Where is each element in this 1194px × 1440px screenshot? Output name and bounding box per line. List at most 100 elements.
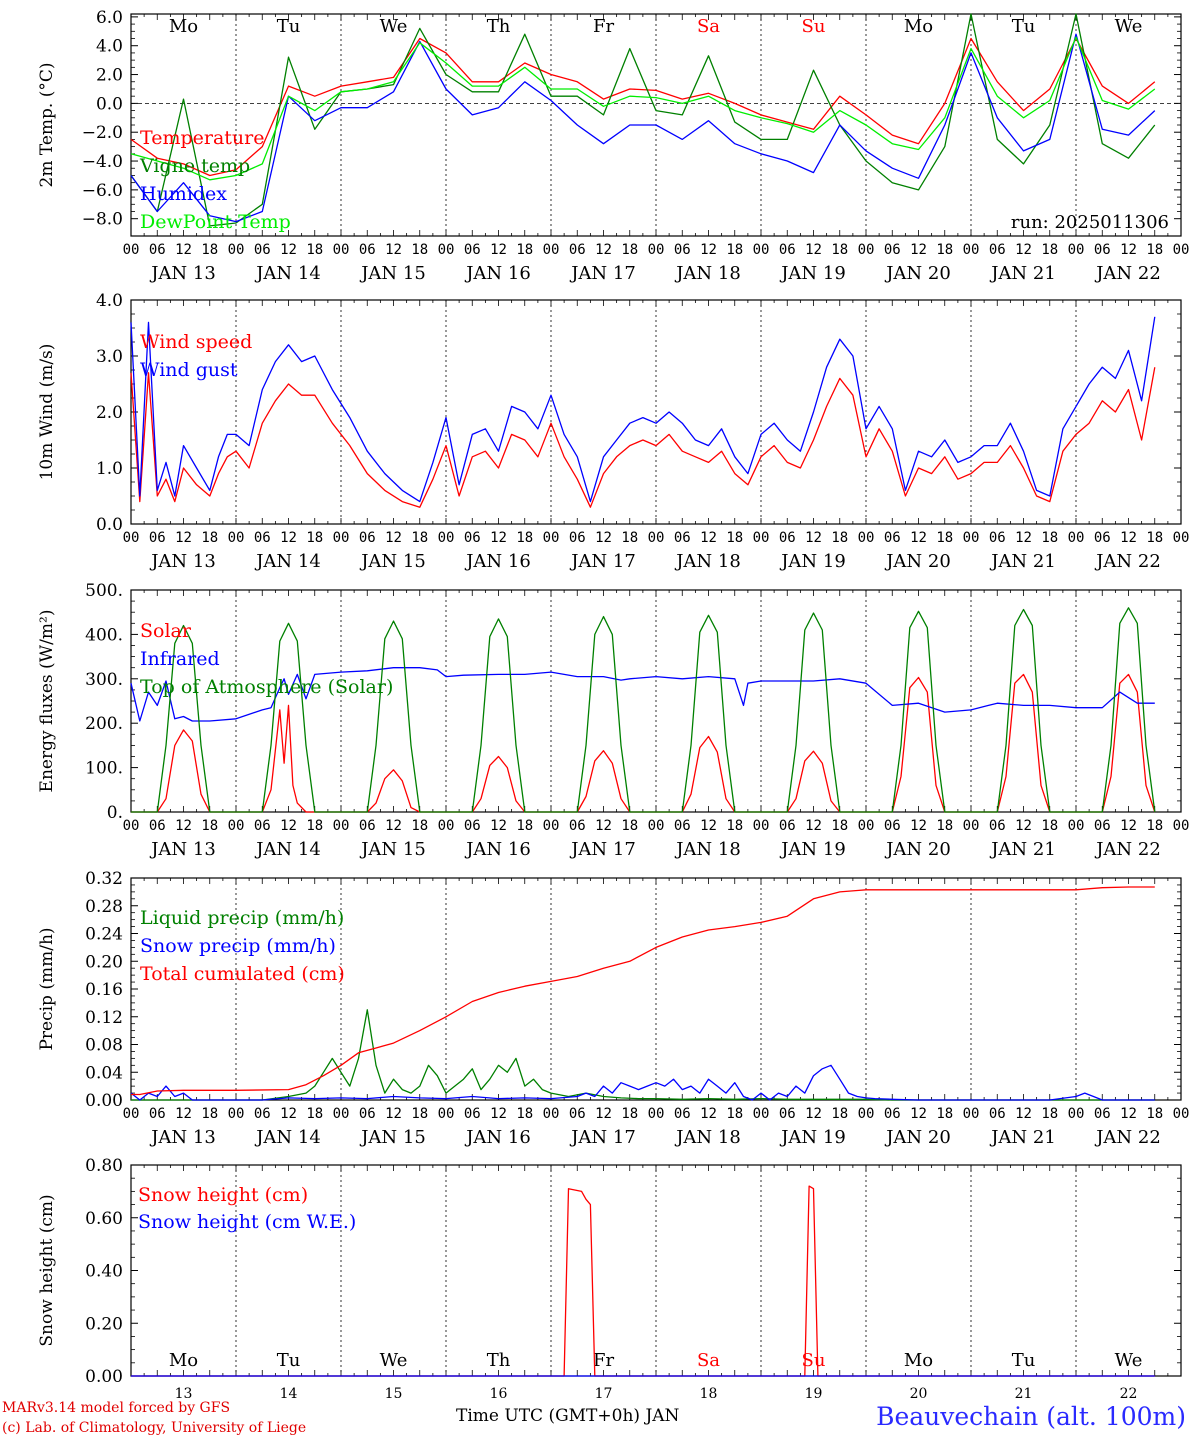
- date-number: 21: [1015, 1386, 1033, 1402]
- day-name: Su: [802, 1350, 826, 1371]
- y-tick-label: 100.: [85, 759, 123, 779]
- hour-label: 06: [254, 1106, 271, 1122]
- y-tick-label: 0.00: [85, 1367, 123, 1387]
- date-label: JAN 18: [674, 1127, 741, 1148]
- hour-label: 12: [700, 1106, 717, 1122]
- hour-label: 18: [201, 818, 218, 834]
- series-line: [130, 316, 1156, 503]
- y-tick-label: 0.20: [85, 952, 123, 972]
- hour-label: 06: [254, 242, 271, 258]
- station-label: Beauvechain (alt. 100m): [876, 1402, 1186, 1431]
- hour-label: 06: [779, 530, 796, 546]
- date-label: JAN 17: [569, 1127, 636, 1148]
- hour-label: 12: [280, 818, 297, 834]
- y-tick-label: 0.32: [85, 869, 123, 889]
- run-annotation: run: 2025011306: [1011, 212, 1169, 233]
- hour-label: 00: [123, 1106, 140, 1122]
- legend-entry: Snow height (cm W.E.): [138, 1211, 356, 1233]
- y-tick-label: 4.0: [96, 291, 123, 311]
- legend-entry: Solar: [140, 620, 192, 642]
- hour-label: 00: [123, 530, 140, 546]
- series-line: [131, 1185, 1155, 1377]
- legend-entry: Wind gust: [140, 359, 238, 381]
- day-name: Tu: [1012, 16, 1036, 37]
- date-label: JAN 21: [989, 839, 1056, 860]
- lab-credit: (c) Lab. of Climatology, University of L…: [2, 1420, 307, 1436]
- hour-label: 18: [201, 1106, 218, 1122]
- hour-label: 18: [411, 1106, 428, 1122]
- hour-label: 00: [648, 1106, 665, 1122]
- hour-label: 06: [149, 242, 166, 258]
- legend-entry: Temperature: [140, 127, 264, 149]
- y-tick-label: −4.0: [82, 152, 123, 172]
- hour-label: 18: [516, 530, 533, 546]
- day-name: Fr: [593, 1350, 614, 1371]
- y-axis-label: Energy fluxes (W/m²): [37, 610, 57, 793]
- day-name: We: [380, 1350, 408, 1371]
- series-line: [130, 667, 1155, 722]
- date-label: JAN 16: [464, 263, 531, 284]
- hour-label: 18: [411, 242, 428, 258]
- date-label: JAN 17: [569, 263, 636, 284]
- hour-label: 00: [1173, 1106, 1190, 1122]
- hour-label: 06: [569, 242, 586, 258]
- hour-label: 00: [963, 1106, 980, 1122]
- hour-label: 12: [175, 530, 192, 546]
- date-label: JAN 20: [884, 263, 951, 284]
- date-label: JAN 14: [254, 1127, 321, 1148]
- hour-label: 06: [989, 818, 1006, 834]
- date-number: 14: [280, 1386, 298, 1402]
- day-name: Th: [487, 16, 511, 37]
- hour-label: 06: [359, 1106, 376, 1122]
- series-line: [131, 886, 1155, 1096]
- y-tick-label: 0.0: [96, 515, 123, 535]
- hour-label: 12: [1120, 1106, 1137, 1122]
- hour-label: 06: [674, 242, 691, 258]
- series-line: [131, 1009, 1155, 1101]
- hour-label: 06: [989, 530, 1006, 546]
- date-label: JAN 15: [359, 839, 426, 860]
- hour-label: 18: [516, 818, 533, 834]
- y-tick-label: 0.00: [85, 1091, 123, 1111]
- day-name: We: [380, 16, 408, 37]
- model-credit: MARv3.14 model forced by GFS: [2, 1400, 231, 1416]
- hour-label: 06: [254, 818, 271, 834]
- hour-label: 12: [280, 530, 297, 546]
- day-name: Mo: [904, 1350, 933, 1371]
- date-label: JAN 14: [254, 839, 321, 860]
- date-label: JAN 20: [884, 551, 951, 572]
- hour-label: 00: [333, 1106, 350, 1122]
- hour-label: 18: [831, 530, 848, 546]
- y-axis-label: 10m Wind (m/s): [37, 344, 57, 481]
- hour-label: 00: [333, 242, 350, 258]
- hour-label: 00: [1173, 818, 1190, 834]
- legend-entry: Infrared: [140, 648, 220, 670]
- legend-entry: Liquid precip (mm/h): [140, 907, 344, 929]
- hour-label: 00: [1173, 530, 1190, 546]
- hour-label: 06: [464, 1106, 481, 1122]
- y-tick-label: 0.0: [96, 94, 123, 114]
- hour-label: 18: [936, 530, 953, 546]
- hour-label: 18: [621, 530, 638, 546]
- legend-entry: Snow height (cm): [138, 1184, 308, 1206]
- hour-label: 06: [1094, 530, 1111, 546]
- day-name: Tu: [277, 1350, 301, 1371]
- hour-label: 00: [1068, 818, 1085, 834]
- hour-label: 00: [1068, 1106, 1085, 1122]
- date-label: JAN 13: [149, 1127, 216, 1148]
- hour-label: 00: [753, 242, 770, 258]
- day-name: Mo: [169, 1350, 198, 1371]
- y-axis-label: Snow height (cm): [37, 1194, 57, 1346]
- series-line: [130, 33, 1156, 223]
- hour-label: 06: [989, 1106, 1006, 1122]
- y-tick-label: 0.: [107, 803, 123, 823]
- date-number: 17: [595, 1386, 613, 1402]
- date-label: JAN 15: [359, 551, 426, 572]
- hour-label: 06: [989, 242, 1006, 258]
- hour-label: 12: [700, 242, 717, 258]
- legend-entry: DewPoint Temp: [140, 211, 291, 233]
- hour-label: 00: [543, 530, 560, 546]
- hour-label: 06: [674, 530, 691, 546]
- hour-label: 12: [490, 1106, 507, 1122]
- y-tick-label: 0.40: [85, 1262, 123, 1282]
